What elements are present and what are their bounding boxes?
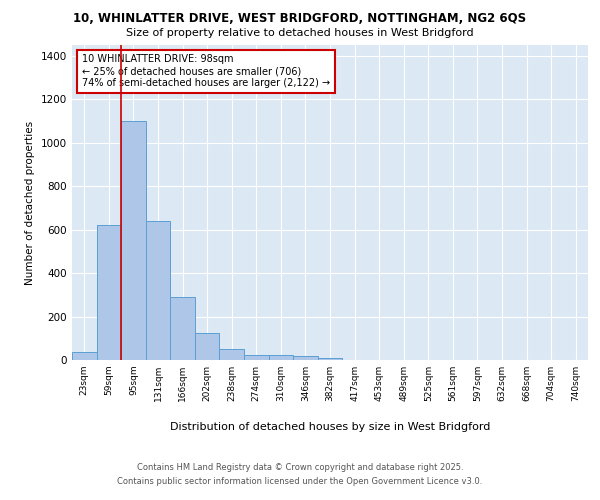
Bar — [72, 352, 97, 360]
Text: Distribution of detached houses by size in West Bridgford: Distribution of detached houses by size … — [170, 422, 490, 432]
Bar — [97, 226, 121, 360]
Bar — [170, 297, 195, 360]
Bar — [121, 121, 146, 360]
Text: Contains HM Land Registry data © Crown copyright and database right 2025.: Contains HM Land Registry data © Crown c… — [137, 462, 463, 471]
Text: Contains public sector information licensed under the Open Government Licence v3: Contains public sector information licen… — [118, 478, 482, 486]
Text: 10 WHINLATTER DRIVE: 98sqm
← 25% of detached houses are smaller (706)
74% of sem: 10 WHINLATTER DRIVE: 98sqm ← 25% of deta… — [82, 54, 331, 88]
Bar — [269, 354, 293, 360]
Bar — [220, 349, 244, 360]
Bar — [293, 356, 318, 360]
Bar — [318, 358, 342, 360]
Bar — [195, 333, 220, 360]
Text: 10, WHINLATTER DRIVE, WEST BRIDGFORD, NOTTINGHAM, NG2 6QS: 10, WHINLATTER DRIVE, WEST BRIDGFORD, NO… — [73, 12, 527, 26]
Bar — [146, 221, 170, 360]
Y-axis label: Number of detached properties: Number of detached properties — [25, 120, 35, 284]
Bar — [244, 354, 269, 360]
Text: Size of property relative to detached houses in West Bridgford: Size of property relative to detached ho… — [126, 28, 474, 38]
